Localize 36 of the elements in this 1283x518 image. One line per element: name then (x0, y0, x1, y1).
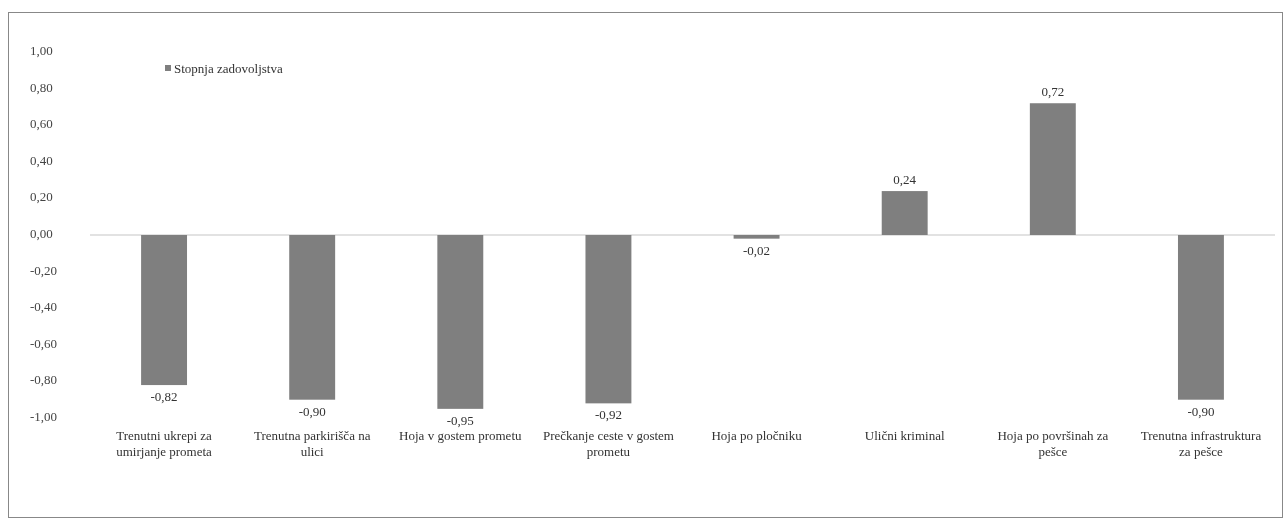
x-tick-label: Prečkanje ceste v gostem prometu (542, 428, 674, 459)
legend-label: Stopnja zadovoljstva (174, 60, 283, 76)
y-tick-label: 0,80 (30, 79, 53, 95)
data-label: -0,82 (150, 389, 178, 405)
bar (881, 191, 928, 235)
bar (141, 235, 188, 386)
data-label: 0,24 (893, 172, 917, 188)
x-tick-label: Hoja po pločniku (711, 428, 803, 443)
bar (733, 235, 780, 239)
x-tick-label: Trenutni ukrepi za umirjanje prometa (116, 428, 213, 459)
data-label: 0,72 (1041, 84, 1065, 100)
x-tick-label: Ulični kriminal (864, 428, 945, 443)
x-tick-label: Trenutna parkirišča na ulici (253, 428, 371, 459)
y-tick-label: 0,00 (30, 225, 53, 241)
bar (289, 235, 336, 400)
data-label: -0,92 (594, 407, 622, 423)
y-tick-label: -0,60 (30, 335, 58, 351)
y-tick-label: 0,60 (30, 116, 53, 132)
x-tick-label: Trenutna infrastruktura za pešce (1140, 428, 1262, 459)
y-tick-label: -0,40 (30, 299, 58, 315)
bar (1029, 103, 1076, 235)
y-tick-label: -1,00 (30, 408, 58, 424)
y-tick-label: -0,80 (30, 372, 58, 388)
y-tick-label: 1,00 (30, 42, 53, 58)
data-label: -0,90 (1187, 403, 1215, 419)
data-label: -0,95 (446, 412, 474, 428)
y-tick-label: 0,20 (30, 189, 53, 205)
bar (437, 235, 484, 409)
data-label: -0,90 (298, 403, 326, 419)
bar (1177, 235, 1224, 400)
bar (585, 235, 632, 404)
y-tick-label: -0,20 (30, 262, 58, 278)
x-tick-label: Hoja v gostem prometu (399, 428, 522, 443)
y-tick-label: 0,40 (30, 152, 53, 168)
data-label: -0,02 (743, 242, 771, 258)
x-tick-label: Hoja po površinah za pešce (997, 428, 1109, 459)
